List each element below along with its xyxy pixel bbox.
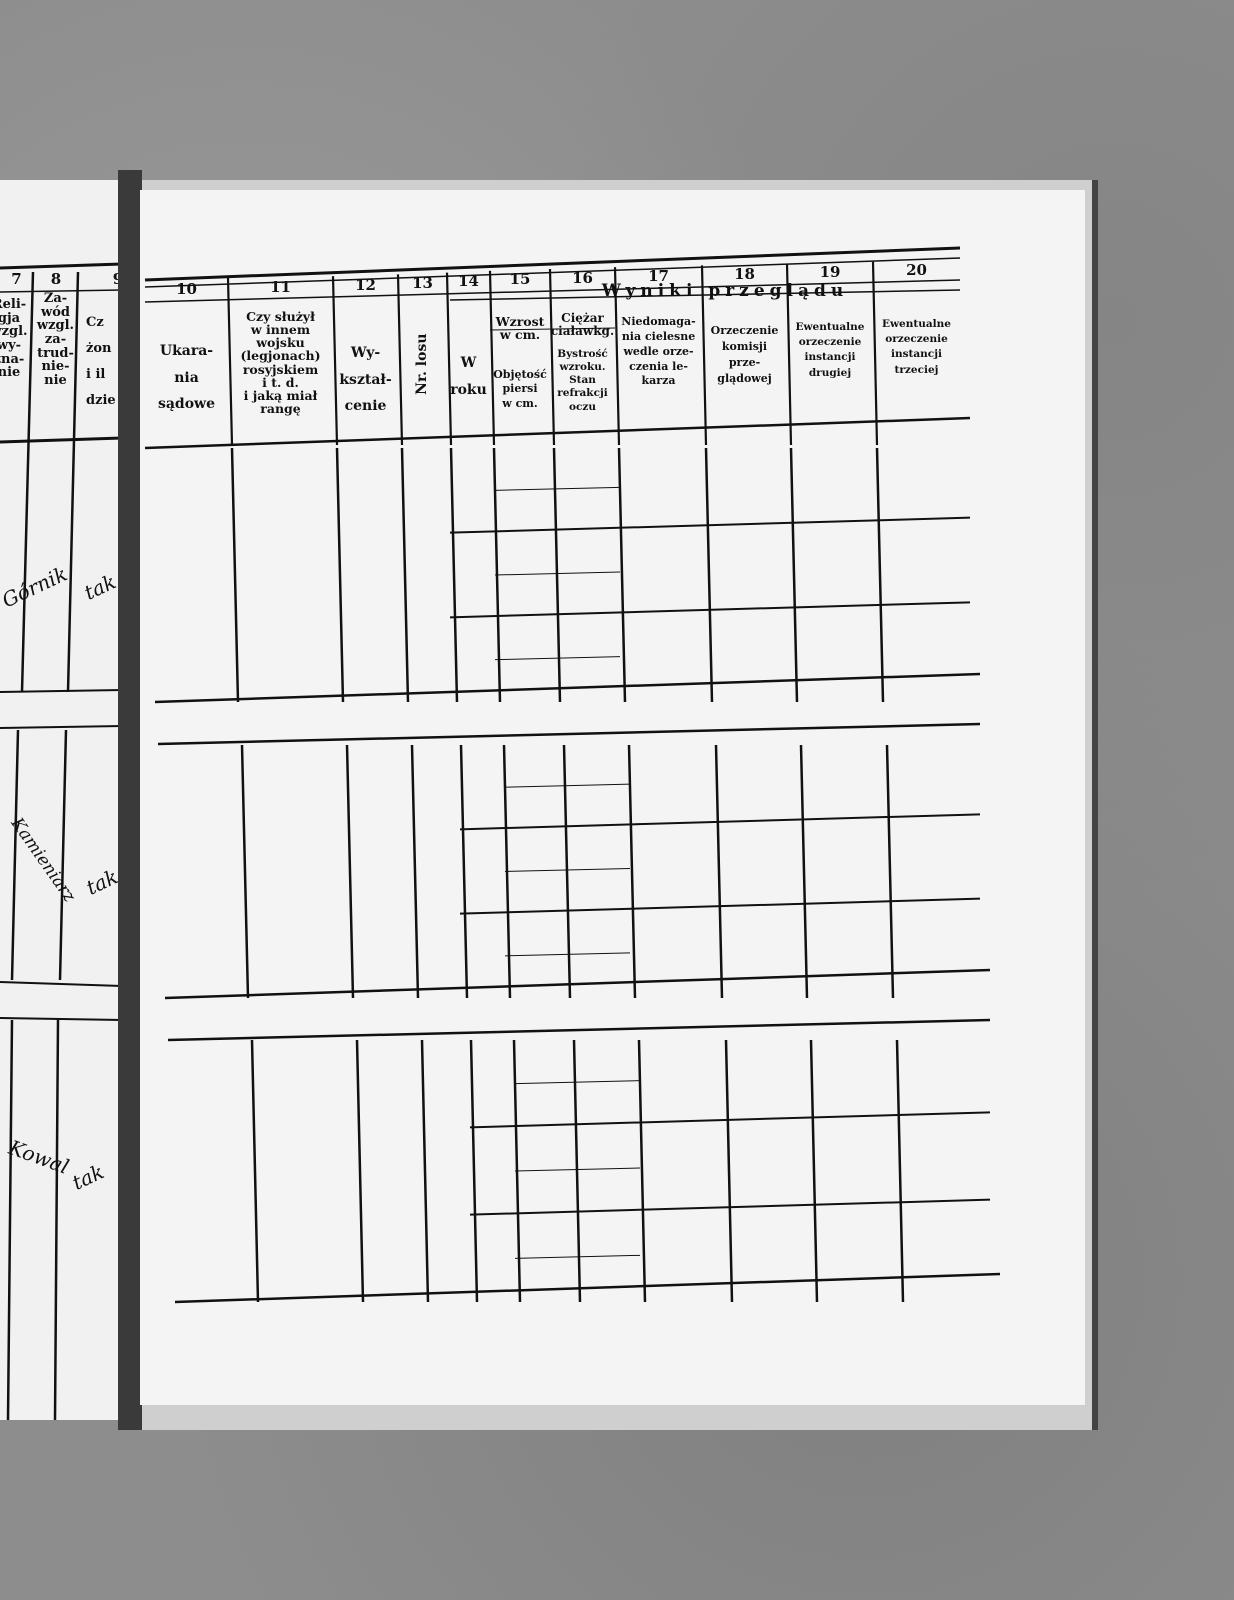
- column-header-year: W roku: [450, 355, 487, 398]
- sub-row-rule: [469, 1111, 991, 1129]
- number-row-rule: [144, 279, 961, 303]
- column-number-7: 7: [11, 270, 22, 288]
- column-number-20: 20: [906, 261, 927, 279]
- sub-row-rule: [514, 1080, 641, 1085]
- column-divider: [459, 744, 469, 999]
- column-divider: [875, 447, 885, 703]
- left-page: 7 8 9 Reli- gja wzgl. wy- zna- nie Za- w…: [0, 180, 122, 1420]
- column-number-12: 12: [355, 276, 376, 294]
- sub-row-rule: [514, 1167, 641, 1172]
- subheader-rule: [489, 327, 616, 331]
- header-bottom-rule: [144, 416, 971, 450]
- column-header-second-instance: Ewentualne orzeczenie instancji drugiej: [795, 321, 865, 379]
- block-top-rule: [167, 1018, 991, 1042]
- sub-row-rule: [459, 897, 981, 915]
- column-header-height: Wzrost w cm.: [495, 314, 545, 343]
- sub-row-rule: [449, 516, 971, 534]
- column-divider: [548, 268, 556, 446]
- column-divider: [572, 1039, 582, 1303]
- column-divider: [552, 447, 562, 703]
- column-divider: [885, 744, 895, 999]
- column-divider: [785, 263, 793, 446]
- block-bottom-rule: [154, 672, 981, 704]
- column-divider: [809, 1039, 819, 1303]
- column-divider: [449, 447, 459, 703]
- column-number-13: 13: [412, 274, 433, 292]
- column-divider: [469, 1039, 479, 1303]
- column-divider: [627, 744, 637, 999]
- column-number-17: 17: [648, 267, 669, 285]
- sub-row-rule: [494, 656, 621, 661]
- column-divider: [714, 744, 724, 999]
- sub-row-rule: [514, 1254, 641, 1259]
- group-header-rule: [449, 289, 961, 301]
- column-divider: [789, 447, 799, 703]
- column-divider: [613, 267, 621, 446]
- book-spine: [118, 170, 142, 1430]
- column-divider: [410, 744, 420, 999]
- block-bottom-rule: [164, 968, 991, 1000]
- sub-row-rule: [504, 952, 631, 957]
- column-header-third-instance: Ewentualne orzeczenie instancji trzeciej: [882, 318, 951, 376]
- column-header-ailments: Niedomaga- nia cielesne wedle orze- czen…: [621, 315, 696, 388]
- column-number-10: 10: [176, 280, 197, 298]
- column-divider: [250, 1039, 260, 1303]
- column-divider: [345, 744, 355, 999]
- column-number-19: 19: [819, 263, 841, 281]
- column-number-14: 14: [458, 272, 479, 290]
- column-number-16: 16: [572, 269, 593, 287]
- column-number-8: 8: [50, 270, 62, 288]
- right-form-lines: [144, 246, 1001, 1304]
- column-divider: [799, 744, 809, 999]
- sub-row-rule: [494, 571, 621, 576]
- column-divider: [445, 272, 453, 446]
- column-divider: [617, 447, 627, 703]
- block-top-rule: [157, 722, 981, 746]
- column-divider: [700, 265, 708, 446]
- group-header-examination-results: Wyniki przeglądu: [601, 281, 849, 301]
- column-header-education: Wy- kształ- cenie: [339, 345, 392, 415]
- column-divider: [895, 1039, 905, 1303]
- column-divider: [240, 744, 250, 999]
- column-divider: [420, 1039, 430, 1303]
- column-divider: [396, 274, 404, 446]
- column-header-occupation: Za- wód wzgl. za- trud- nie- nie: [36, 291, 75, 388]
- column-divider: [704, 447, 714, 703]
- sub-row-rule: [449, 601, 971, 619]
- column-divider: [400, 447, 410, 703]
- column-number-9: 9: [98, 270, 122, 288]
- sub-row-rule: [459, 813, 981, 831]
- column-header-court-penalties: Ukara- nia sądowe: [157, 343, 216, 413]
- right-page: 10 11 12 13 14 15 16 17 18 19 20 Wyniki …: [140, 190, 1085, 1405]
- column-number-15: 15: [509, 270, 531, 288]
- column-divider: [637, 1039, 647, 1303]
- sub-row-rule: [504, 783, 631, 788]
- header-top-rule: [144, 246, 961, 282]
- column-header-marital: Cz żon i il dzie: [86, 315, 116, 408]
- sub-row-rule: [494, 486, 621, 491]
- column-header-chest: Objętość piersi w cm.: [493, 368, 547, 410]
- column-header-commission-decision: Orzeczenie komisji prze- glądowej: [710, 324, 779, 385]
- block-bottom-rule: [174, 1272, 1001, 1304]
- column-divider: [871, 261, 879, 446]
- column-divider: [355, 1039, 365, 1303]
- left-form-lines: [0, 262, 122, 1420]
- column-number-11: 11: [270, 278, 291, 296]
- column-divider: [562, 744, 572, 999]
- column-divider: [335, 447, 345, 703]
- column-number-18: 18: [734, 265, 755, 283]
- column-divider: [724, 1039, 734, 1303]
- column-header-religion: Reli- gja wzgl. wy- zna- nie: [0, 297, 28, 381]
- header-top-rule: [144, 257, 961, 288]
- column-divider: [488, 270, 496, 446]
- column-header-lot-number: Nr. losu: [414, 333, 431, 395]
- sub-row-rule: [504, 868, 631, 872]
- column-divider: [331, 276, 339, 446]
- sub-row-rule: [469, 1198, 991, 1216]
- column-header-weight: Ciężar ciaławkg.: [550, 311, 615, 338]
- column-header-eyesight: Bystrość wzroku. Stan refrakcji oczu: [557, 348, 608, 413]
- column-divider: [230, 447, 240, 703]
- column-header-military-service: Czy służył w innem wojsku (legjonach) ro…: [240, 309, 321, 416]
- column-divider: [226, 277, 234, 446]
